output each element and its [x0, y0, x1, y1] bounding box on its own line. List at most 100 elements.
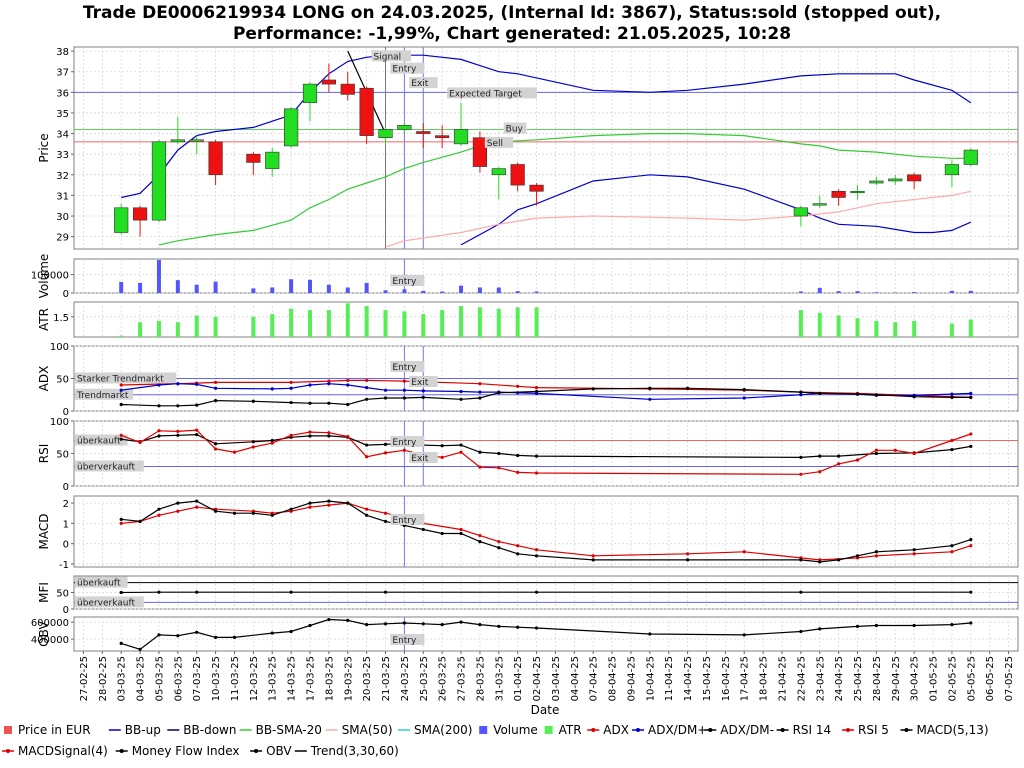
rsi5-line-point [534, 471, 539, 475]
y-tick-label: 0 [63, 407, 69, 418]
legend-item: MACDSignal(4) [2, 744, 108, 758]
x-tick-label: 11-04-25 [664, 656, 675, 701]
obv-line-point [969, 621, 973, 625]
macd-line-point [440, 531, 444, 536]
legend-label: SMA(50) [342, 723, 393, 737]
adx-dm-minus-line-point [818, 391, 822, 396]
sma50-line [385, 190, 971, 248]
rsi14-line-point [119, 437, 123, 441]
rsi5-line-point [799, 472, 803, 476]
y-tick-label: 50 [56, 375, 69, 386]
macd-line-point [138, 519, 142, 523]
adx-dm-minus-line-point [119, 402, 123, 407]
x-tick-label: 06-05-25 [985, 656, 996, 701]
marker-bg [484, 136, 514, 148]
rsi-ref-line-1-label-bg [75, 460, 144, 472]
adx-dm-plus-line-point [742, 396, 746, 400]
adx-dm-plus-line-point [648, 397, 652, 401]
adx-dm-minus-line-point [799, 390, 803, 394]
marker-bg [390, 634, 425, 645]
candle-body [472, 137, 488, 167]
x-tick-label: 09-04-25 [626, 656, 637, 701]
rsi5-line-point [893, 448, 897, 452]
candle-body [435, 135, 450, 138]
panel-macd: -1 0 1 2 MACD Entry [37, 495, 1019, 571]
rsi14-line-point [365, 443, 369, 447]
x-tick-label: 18-03-25 [324, 656, 335, 701]
legend-dot [846, 728, 850, 732]
atr-bar [289, 308, 294, 337]
rsi14-line-point [837, 454, 841, 458]
volume-bar [534, 291, 539, 293]
candle-body [793, 207, 808, 217]
y-tick-label: 0 [63, 289, 69, 300]
rsi14-line-point [478, 450, 482, 454]
y-tick-label: 33 [56, 150, 69, 161]
y-axis-label-price: Price [37, 133, 51, 162]
rsi5-line-point [497, 466, 501, 470]
candle-body [284, 108, 299, 147]
volume-bar [968, 290, 973, 293]
macd-signal-line-point [950, 550, 954, 554]
legend-label: RSI 14 [793, 723, 832, 737]
adx-dm-minus-line-point [157, 404, 161, 408]
y-tick-label: 35 [56, 109, 69, 120]
obv-line-point [818, 627, 822, 631]
candle-body [132, 207, 148, 221]
x-tick-label: 07-04-25 [589, 656, 600, 701]
legend-label: SMA(200) [414, 723, 472, 737]
rsi5-line-point [157, 429, 161, 433]
volume-bar [893, 292, 898, 293]
atr-bar [383, 310, 388, 337]
atr-bar [893, 322, 898, 337]
adx-line-point [516, 384, 520, 388]
marker-bg [390, 275, 425, 286]
obv-line-point [402, 621, 406, 625]
volume-bar [156, 259, 161, 293]
x-tick-label: 14-03-25 [287, 656, 298, 701]
x-tick-label: 27-03-25 [457, 656, 468, 701]
y-tick-label: 50 [56, 450, 69, 461]
legend-dot [591, 728, 596, 732]
candle-body [491, 168, 506, 176]
obv-line-point [421, 622, 425, 626]
x-tick-label: 21-03-25 [381, 656, 392, 701]
legend-item: BB-down [167, 723, 236, 737]
volume-bar [874, 292, 879, 293]
macd-line-point [950, 544, 954, 548]
volume-bar [459, 285, 464, 293]
obv-line-point [119, 641, 123, 645]
adx-dm-plus-line-point [969, 391, 973, 396]
atr-bar [194, 315, 199, 337]
obv-line-point [516, 625, 520, 629]
legend-dot [6, 749, 10, 753]
macd-signal-line-point [365, 507, 369, 511]
candle-body [944, 164, 960, 176]
rsi5-line-point [138, 440, 142, 445]
adx-dm-minus-line-point [950, 395, 954, 399]
legend-item: ADX/DM- [704, 723, 774, 737]
candle-body [265, 151, 280, 169]
marker-signal: Signal [374, 52, 402, 62]
adx-dm-minus-line-point [591, 387, 595, 391]
atr-bar [364, 306, 369, 337]
atr-bar [515, 307, 520, 337]
macd-signal-line-point [516, 544, 520, 548]
mfi-line-point [157, 590, 161, 594]
rsi14-line-point [799, 455, 803, 459]
marker-bg [503, 122, 527, 134]
chart-title-line2: Performance: -1,99%, Chart generated: 21… [233, 24, 791, 44]
rsi14-line-point [440, 444, 444, 448]
candle-body [416, 131, 431, 134]
marker-entry: Entry [392, 636, 417, 646]
volume-bar [477, 287, 482, 293]
legend-swatch [544, 726, 553, 734]
legend-label: BB-down [183, 723, 236, 737]
marker-bg [390, 514, 425, 525]
x-tick-label: 25-04-25 [853, 656, 864, 701]
adx-dm-minus-line-point [686, 386, 690, 390]
legend-item: RSI 14 [776, 723, 832, 737]
